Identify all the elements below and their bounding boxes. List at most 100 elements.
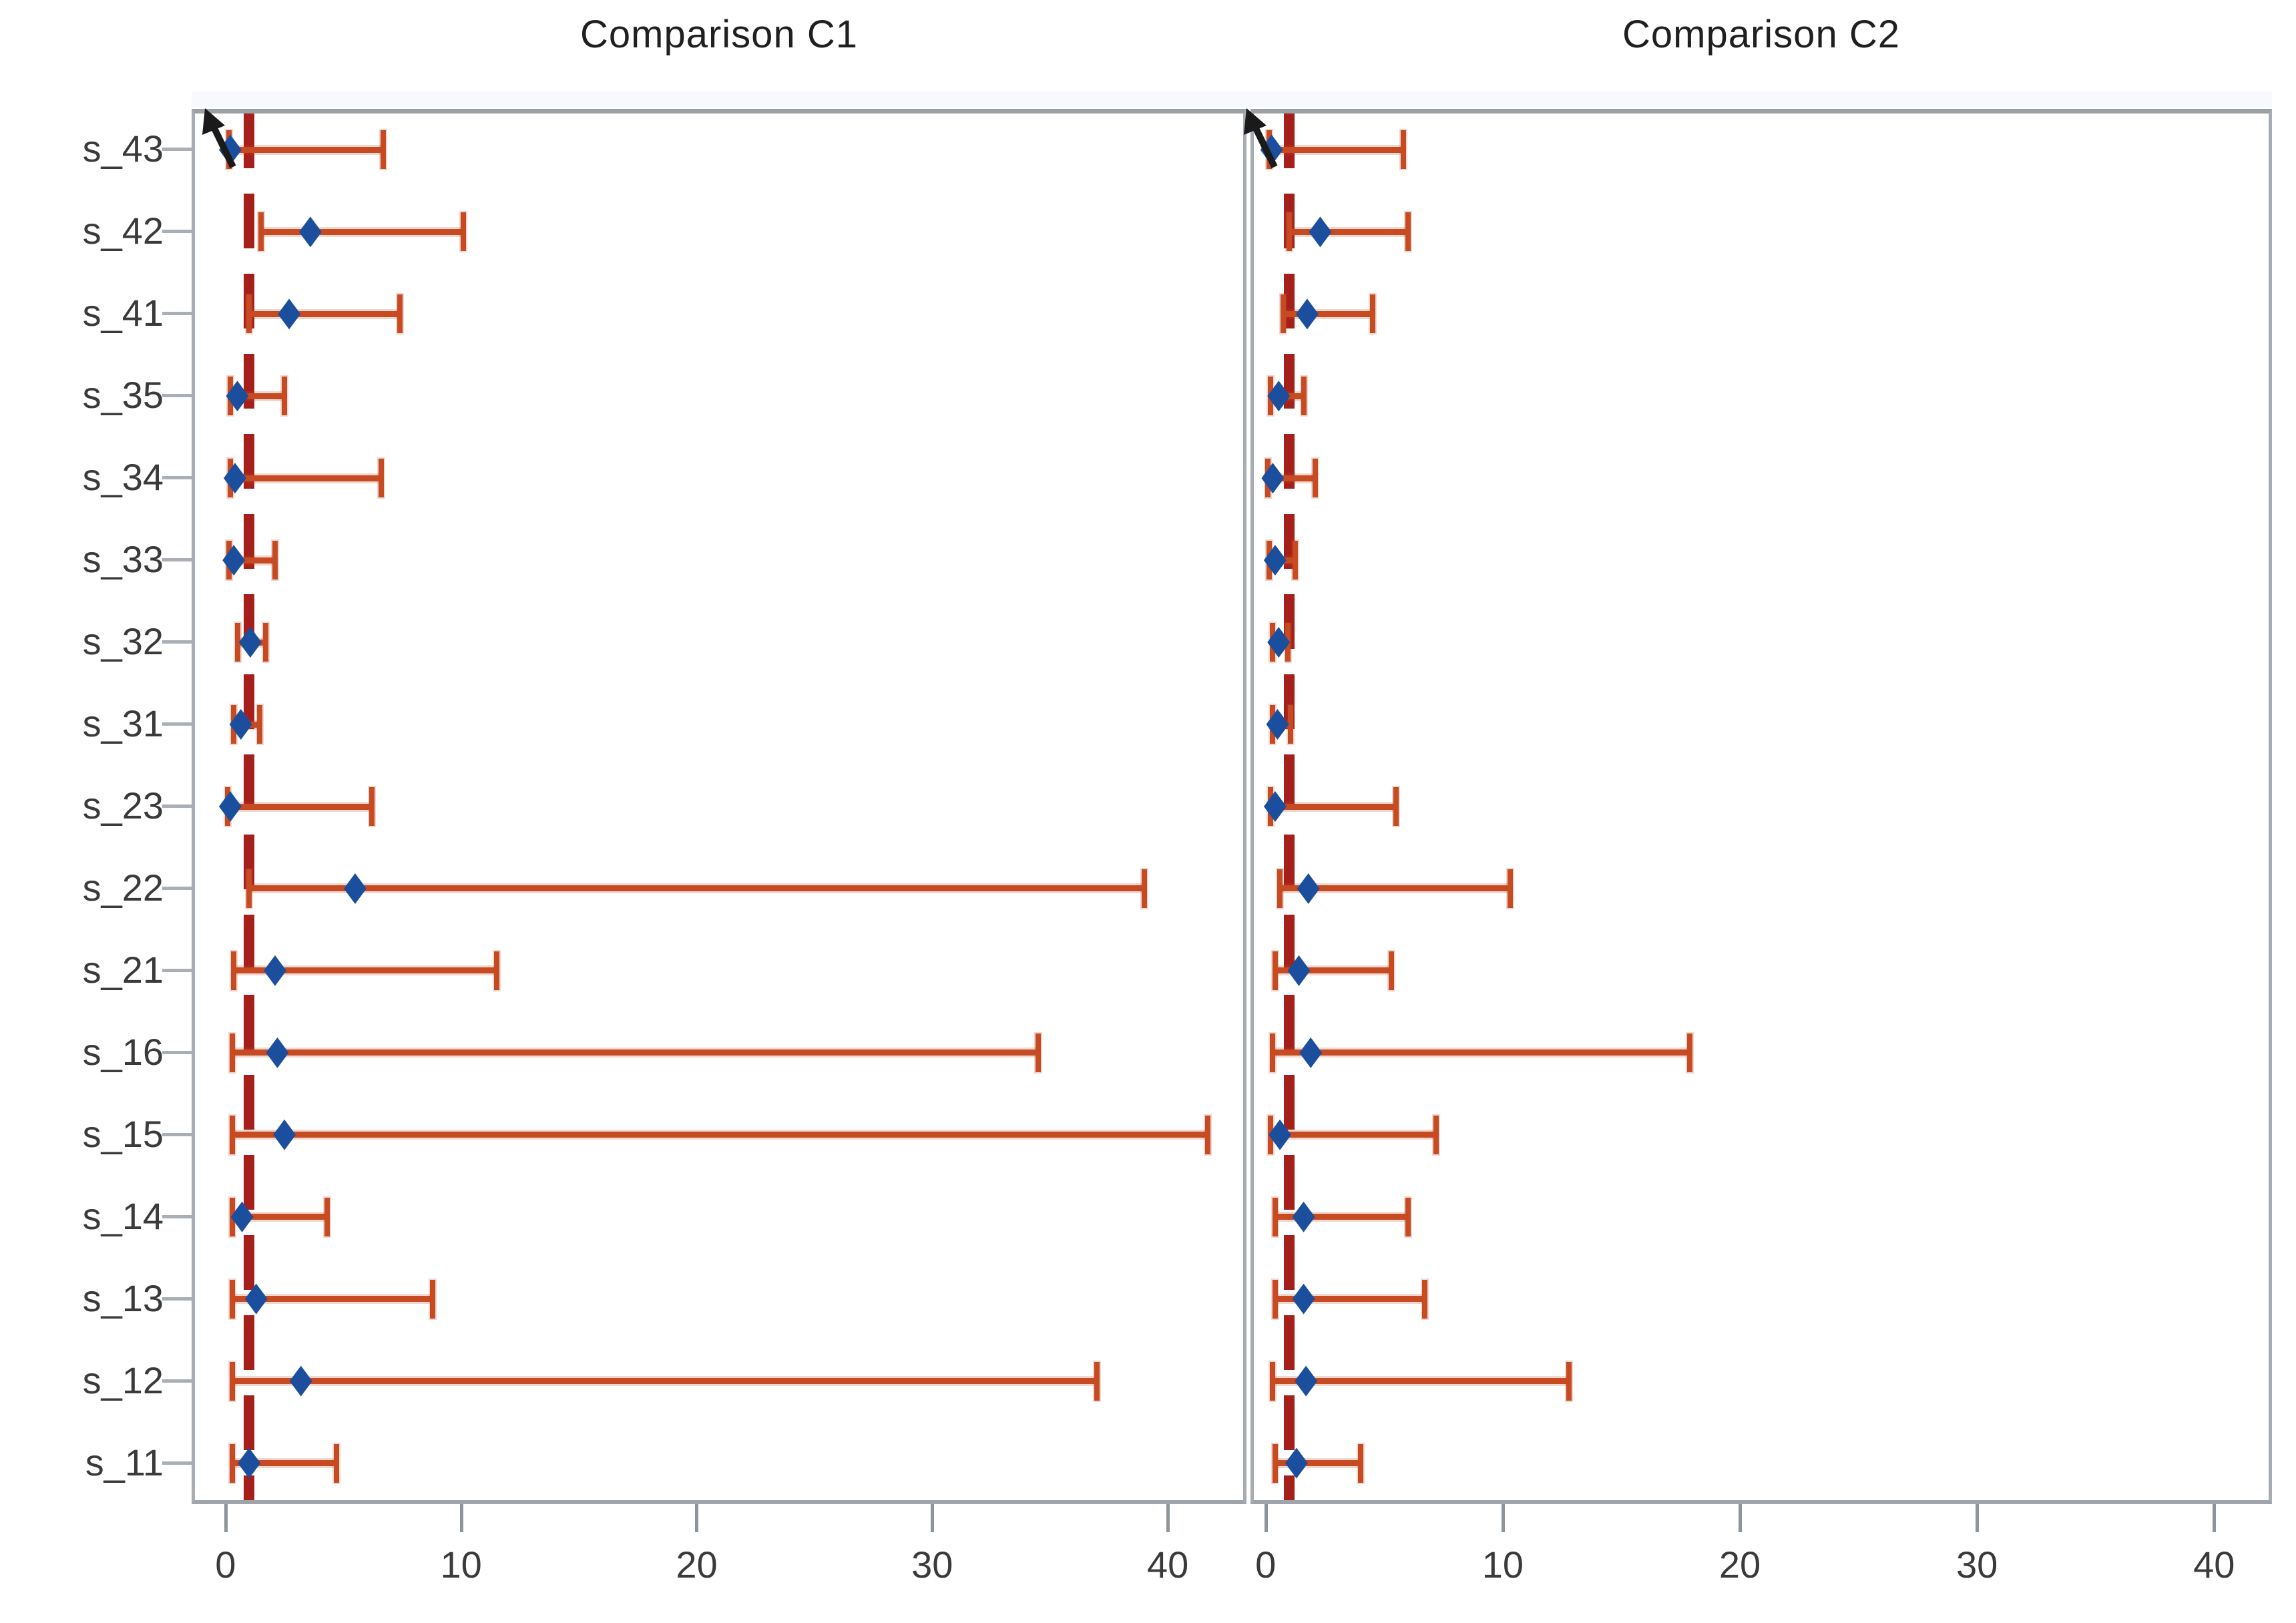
- x-tick-label: 10: [1481, 1544, 1524, 1586]
- estimate-diamond: [1292, 1201, 1315, 1232]
- y-tick: [162, 1297, 192, 1301]
- y-tick: [162, 640, 192, 644]
- y-tick: [162, 312, 192, 316]
- ci-cap-high: [262, 623, 268, 662]
- x-tick-label: 30: [1956, 1544, 1998, 1586]
- ci-cap-high: [397, 294, 403, 334]
- ci-cap-low: [1270, 1361, 1276, 1401]
- y-tick: [162, 394, 192, 398]
- ci-cap-high: [1507, 869, 1513, 908]
- estimate-diamond: [1295, 1365, 1318, 1397]
- x-tick: [2213, 1504, 2217, 1532]
- x-tick-label: 0: [215, 1544, 236, 1586]
- truncation-arrow-icon: [1236, 107, 1289, 171]
- x-tick: [1739, 1504, 1743, 1532]
- ci-cap-low: [230, 1115, 236, 1154]
- estimate-diamond: [1309, 216, 1332, 248]
- ci-cap-high: [1400, 130, 1406, 170]
- x-tick-label: 20: [1718, 1544, 1761, 1586]
- ci-cap-high: [378, 459, 384, 498]
- x-tick-label: 10: [440, 1544, 482, 1586]
- error-bar: [232, 1296, 433, 1303]
- ci-cap-low: [230, 1361, 236, 1401]
- ci-cap-low: [246, 869, 252, 908]
- ci-cap-high: [1357, 1443, 1363, 1483]
- y-tick: [162, 804, 192, 808]
- y-tick: [162, 1050, 192, 1054]
- error-bar: [1280, 885, 1510, 892]
- error-bar: [260, 228, 464, 235]
- estimate-diamond: [266, 1037, 289, 1068]
- ci-cap-high: [282, 377, 288, 416]
- ci-cap-high: [257, 705, 263, 744]
- ci-cap-high: [1393, 787, 1399, 826]
- error-bar: [232, 1460, 336, 1467]
- error-bar: [1283, 310, 1373, 317]
- y-tick: [162, 1379, 192, 1383]
- ci-cap-high: [1036, 1033, 1042, 1072]
- y-tick: [162, 1214, 192, 1218]
- ci-cap-high: [1405, 212, 1411, 252]
- x-tick: [695, 1504, 699, 1532]
- error-bar: [1269, 146, 1403, 153]
- ci-cap-high: [272, 541, 278, 580]
- error-bar: [229, 146, 384, 153]
- panel2-title: Comparison C2: [1622, 13, 1900, 56]
- y-tick-label: s_16: [82, 1030, 164, 1073]
- ci-cap-high: [1369, 294, 1375, 334]
- y-tick-label: s_31: [82, 702, 164, 745]
- ci-cap-high: [1313, 459, 1319, 498]
- y-tick: [162, 1461, 192, 1465]
- y-tick: [162, 558, 192, 562]
- ci-cap-high: [1405, 1197, 1411, 1236]
- y-tick-label: s_22: [82, 866, 164, 909]
- y-tick: [162, 886, 192, 890]
- x-tick: [459, 1504, 463, 1532]
- x-tick-label: 40: [1146, 1544, 1189, 1586]
- x-tick-label: 0: [1255, 1544, 1277, 1586]
- panel-comparison-c2: [1243, 108, 2272, 1504]
- ci-cap-high: [324, 1197, 330, 1236]
- estimate-diamond: [218, 791, 242, 822]
- error-bar: [1275, 1460, 1361, 1467]
- y-tick: [162, 722, 192, 726]
- x-tick: [1264, 1504, 1268, 1532]
- estimate-diamond: [238, 1447, 261, 1479]
- y-tick-label: s_34: [82, 456, 164, 499]
- ci-cap-low: [1272, 951, 1278, 990]
- top-strip: [192, 91, 2272, 107]
- error-bar: [1268, 475, 1316, 481]
- error-bar: [1273, 1050, 1690, 1056]
- y-tick: [162, 230, 192, 234]
- ci-cap-high: [369, 787, 375, 826]
- ci-cap-high: [333, 1443, 339, 1483]
- error-bar: [1275, 1214, 1408, 1220]
- error-bar: [232, 1050, 1039, 1056]
- estimate-diamond: [263, 955, 286, 986]
- error-bar: [232, 1132, 1208, 1138]
- y-tick-label: s_12: [82, 1359, 164, 1401]
- y-tick-label: s_41: [82, 292, 164, 334]
- y-tick-label: s_23: [82, 784, 164, 827]
- estimate-diamond: [238, 627, 262, 658]
- error-bar: [1273, 1378, 1570, 1385]
- x-tick-label: 40: [2193, 1544, 2235, 1586]
- error-bar: [1289, 228, 1408, 235]
- x-tick: [1166, 1504, 1170, 1532]
- ci-cap-high: [1141, 869, 1147, 908]
- y-tick-label: s_43: [82, 128, 164, 170]
- estimate-diamond: [1297, 873, 1320, 904]
- ci-cap-low: [1277, 869, 1283, 908]
- error-bar: [232, 1214, 327, 1220]
- ci-cap-high: [381, 130, 387, 170]
- y-tick-label: s_11: [85, 1441, 164, 1483]
- estimate-diamond: [278, 298, 301, 330]
- y-tick: [162, 476, 192, 480]
- ci-cap-high: [1094, 1361, 1100, 1401]
- error-bar: [1275, 1296, 1425, 1303]
- ci-cap-high: [430, 1279, 436, 1319]
- estimate-diamond: [343, 873, 367, 904]
- y-tick-label: s_21: [82, 948, 164, 991]
- y-tick-label: s_32: [82, 620, 164, 663]
